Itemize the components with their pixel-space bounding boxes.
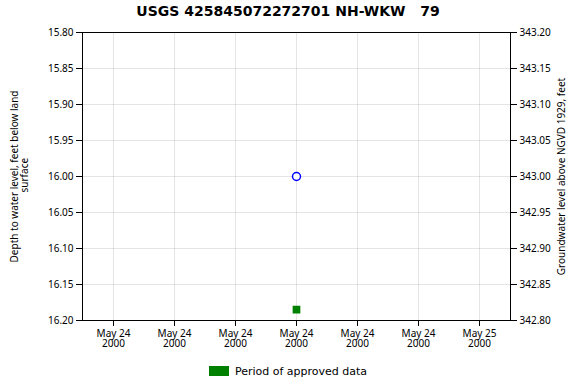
svg-text:343.20: 343.20	[520, 25, 552, 39]
svg-text:May 242000: May 242000	[402, 326, 436, 350]
svg-text:16.05: 16.05	[48, 205, 74, 219]
html-text:Period of approved data: Period of approved data	[234, 364, 368, 378]
svg-text:May 242000: May 242000	[219, 326, 253, 350]
svg-text:Depth to water level, feet bel: Depth to water level, feet below land su…	[7, 91, 31, 263]
svg-text:15.90: 15.90	[48, 97, 74, 111]
svg-text:May 252000: May 252000	[463, 326, 497, 350]
svg-text:343.15: 343.15	[520, 61, 552, 75]
svg-text:May 242000: May 242000	[97, 326, 131, 350]
svg-text:May 242000: May 242000	[341, 326, 375, 350]
svg-text:342.95: 342.95	[520, 205, 552, 219]
svg-text:343.10: 343.10	[520, 97, 552, 111]
svg-text:342.90: 342.90	[520, 241, 552, 255]
svg-text:342.80: 342.80	[520, 313, 552, 327]
svg-text:343.00: 343.00	[520, 169, 552, 183]
svg-text:May 242000: May 242000	[158, 326, 192, 350]
svg-text:16.10: 16.10	[48, 241, 74, 255]
svg-text:Groundwater level above NGVD 1: Groundwater level above NGVD 1929, feet	[554, 77, 568, 275]
svg-text:15.95: 15.95	[48, 133, 74, 147]
svg-text:16.00: 16.00	[48, 169, 74, 183]
html-text:USGS 425845072272701 NH-WKW 79: USGS 425845072272701 NH-WKW 79	[136, 3, 440, 19]
svg-text:15.80: 15.80	[48, 25, 74, 39]
svg-text:15.85: 15.85	[48, 61, 74, 75]
svg-text:16.15: 16.15	[48, 277, 74, 291]
svg-text:342.85: 342.85	[520, 277, 552, 291]
svg-text:16.20: 16.20	[48, 313, 74, 327]
svg-text:343.05: 343.05	[520, 133, 552, 147]
svg-text:May 242000: May 242000	[280, 326, 314, 350]
